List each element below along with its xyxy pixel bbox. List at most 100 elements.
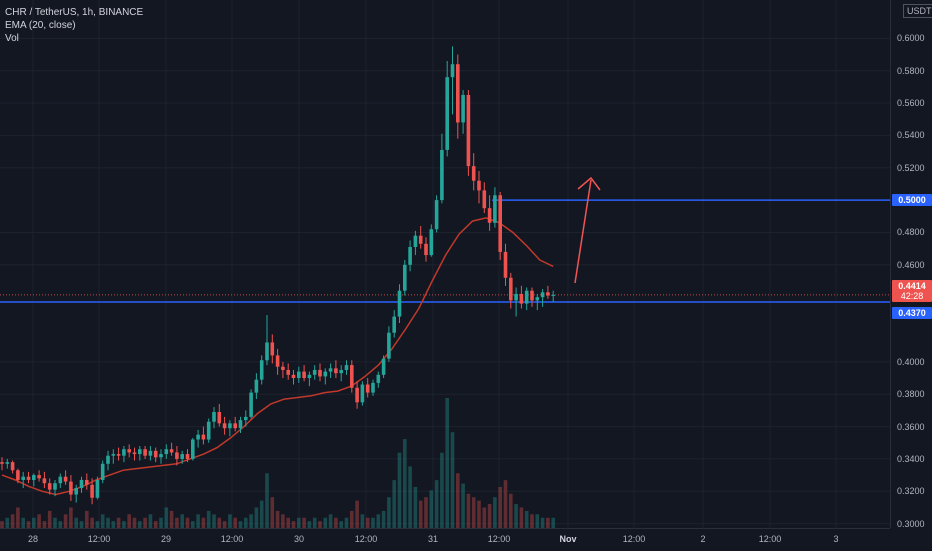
- volume-bar: [514, 504, 518, 528]
- volume-bar: [212, 514, 216, 528]
- candle-body: [514, 293, 518, 301]
- candle-body: [21, 476, 25, 480]
- volume-bar: [466, 493, 471, 528]
- volume-bar: [259, 500, 264, 528]
- price-tick-label: 0.6000: [897, 33, 925, 44]
- volume-bar: [344, 517, 349, 528]
- candle: [0, 457, 4, 471]
- price-axis[interactable]: USDT 0.6000 0.5800 0.5600 0.5400 0.5200 0.480…: [890, 0, 932, 529]
- volume-bar: [275, 510, 280, 528]
- price-tick-label: 0.3000: [897, 518, 925, 529]
- volume-bar: [32, 517, 36, 528]
- candle: [371, 379, 375, 396]
- candle: [493, 187, 497, 228]
- candle-body: [74, 488, 78, 495]
- volume-bar: [74, 517, 78, 528]
- candle-body: [328, 368, 333, 372]
- candle: [334, 360, 338, 379]
- candle: [466, 90, 471, 176]
- candle: [360, 381, 365, 406]
- volume-bar: [408, 466, 412, 528]
- candle: [291, 369, 296, 385]
- candle-body: [381, 358, 386, 375]
- candle-body: [191, 439, 195, 459]
- candle-body: [85, 479, 89, 485]
- currency-button[interactable]: USDT: [903, 4, 932, 18]
- candle: [403, 259, 407, 296]
- candle-body: [334, 368, 338, 374]
- candle: [350, 360, 354, 393]
- volume-bar: [381, 510, 386, 528]
- candle: [344, 360, 349, 375]
- candle-body: [403, 264, 407, 291]
- volume-bar: [503, 480, 508, 528]
- price-tick-label: 0.5600: [897, 98, 925, 109]
- time-axis[interactable]: 28 12:00 29 12:00 30 12:00 31 12:00 Nov 12:00 2 12:…: [0, 528, 890, 551]
- candle-body: [244, 416, 248, 421]
- volume-bar: [450, 432, 455, 528]
- candle-body: [546, 292, 550, 296]
- horizontal-levels[interactable]: [0, 199, 890, 303]
- candle: [498, 192, 502, 260]
- volume-bar: [291, 521, 296, 528]
- volume-bar: [100, 514, 105, 528]
- candle-body: [482, 190, 487, 209]
- candle: [85, 473, 89, 490]
- candle-body: [217, 412, 222, 424]
- candle: [58, 473, 63, 489]
- candle: [106, 450, 110, 471]
- candle-body: [90, 484, 94, 498]
- price-chart[interactable]: [0, 0, 890, 528]
- volume-legend[interactable]: Vol: [5, 33, 19, 44]
- volume-bar: [169, 510, 174, 528]
- volume-bar: [191, 521, 195, 528]
- candle: [445, 60, 449, 157]
- volume-bar: [334, 517, 338, 528]
- candle: [16, 468, 20, 484]
- candle: [201, 426, 206, 445]
- candle-body: [16, 470, 20, 480]
- volume-bar: [365, 517, 370, 528]
- candle: [222, 416, 227, 435]
- resistance-price-label: 0.5000: [892, 194, 932, 207]
- volume-bar: [217, 517, 222, 528]
- candle: [153, 447, 158, 463]
- candle: [297, 366, 301, 383]
- volume-bar: [21, 517, 25, 528]
- bar-countdown: 42:28: [900, 291, 924, 301]
- volume-bar: [238, 521, 243, 528]
- volume-bar: [116, 517, 121, 528]
- candle-body: [286, 369, 290, 375]
- volume-bar: [307, 521, 312, 528]
- candle-body: [509, 277, 513, 301]
- candle: [503, 243, 508, 286]
- candle: [69, 475, 73, 501]
- candle-body: [122, 449, 126, 456]
- drawn-arrow[interactable]: [574, 176, 601, 284]
- candle-body: [180, 454, 184, 459]
- volume-bar: [63, 514, 68, 528]
- time-tick-label: 29: [160, 534, 172, 544]
- volume-bar: [498, 486, 502, 528]
- volume-bar: [530, 514, 534, 528]
- volume-bar: [471, 497, 476, 528]
- candle: [286, 363, 290, 380]
- price-tick-label: 0.5200: [897, 162, 925, 173]
- candle: [259, 355, 264, 385]
- volume-bar: [180, 514, 184, 528]
- candle-body: [148, 450, 153, 456]
- time-tick-label: 30: [293, 534, 305, 544]
- volume-bar: [249, 514, 253, 528]
- candle-body: [281, 366, 285, 370]
- symbol-title[interactable]: CHR / TetherUS, 1h, BINANCE: [5, 7, 144, 18]
- candle-body: [275, 355, 280, 367]
- chart-pane[interactable]: CHR / TetherUS, 1h, BINANCE EMA (20, clo…: [0, 0, 890, 528]
- candle-body: [493, 195, 497, 223]
- candle-body: [487, 208, 492, 223]
- time-tick-label: 12:00: [354, 534, 378, 544]
- candle-body: [212, 412, 216, 422]
- time-tick-label: 12:00: [220, 534, 244, 544]
- volume-bar: [148, 514, 153, 528]
- ema-legend[interactable]: EMA (20, close): [5, 20, 76, 31]
- candle: [191, 437, 195, 461]
